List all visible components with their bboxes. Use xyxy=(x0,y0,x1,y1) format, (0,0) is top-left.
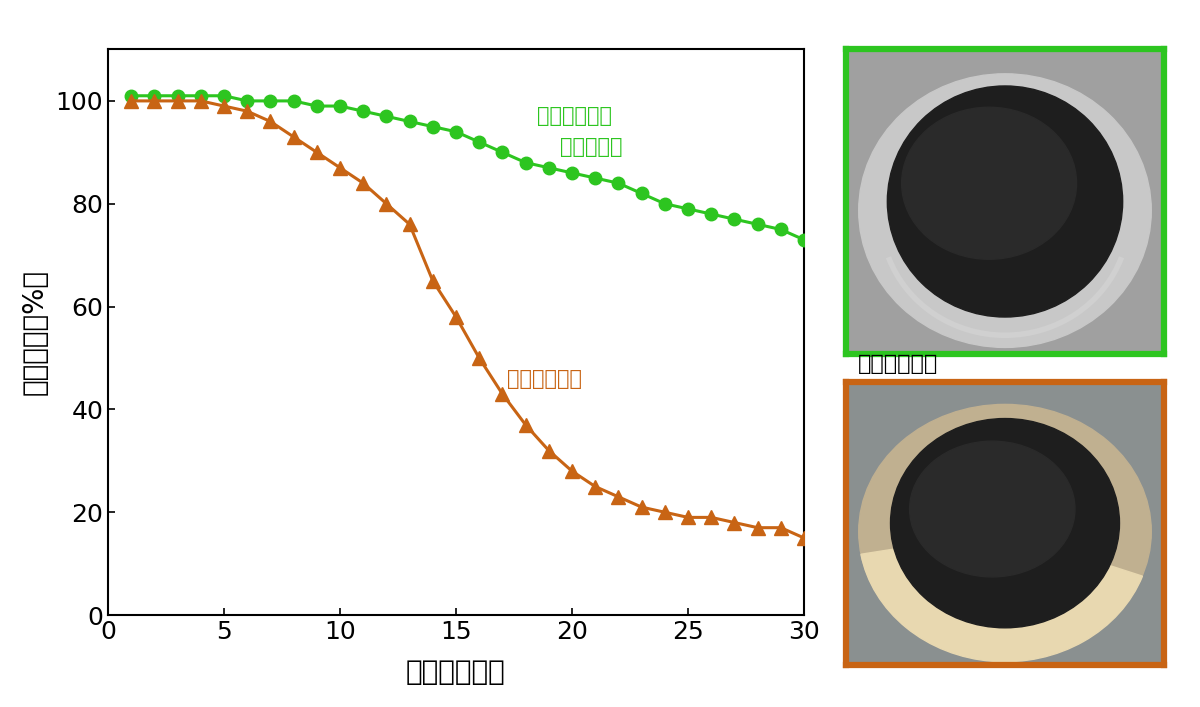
Y-axis label: 放電容量（%）: 放電容量（%） xyxy=(20,269,48,395)
Text: 市販バインダ: 市販バインダ xyxy=(508,368,582,389)
Ellipse shape xyxy=(901,107,1076,259)
Text: 評価後の負極: 評価後の負極 xyxy=(858,354,938,374)
X-axis label: サイクル回数: サイクル回数 xyxy=(406,658,506,686)
Wedge shape xyxy=(860,532,1142,662)
Ellipse shape xyxy=(859,404,1151,659)
Text: （開発品）: （開発品） xyxy=(560,137,623,157)
Text: 当社バインダ: 当社バインダ xyxy=(538,106,612,127)
Ellipse shape xyxy=(910,441,1075,577)
Ellipse shape xyxy=(887,86,1123,317)
Ellipse shape xyxy=(859,74,1151,347)
Ellipse shape xyxy=(890,419,1120,628)
